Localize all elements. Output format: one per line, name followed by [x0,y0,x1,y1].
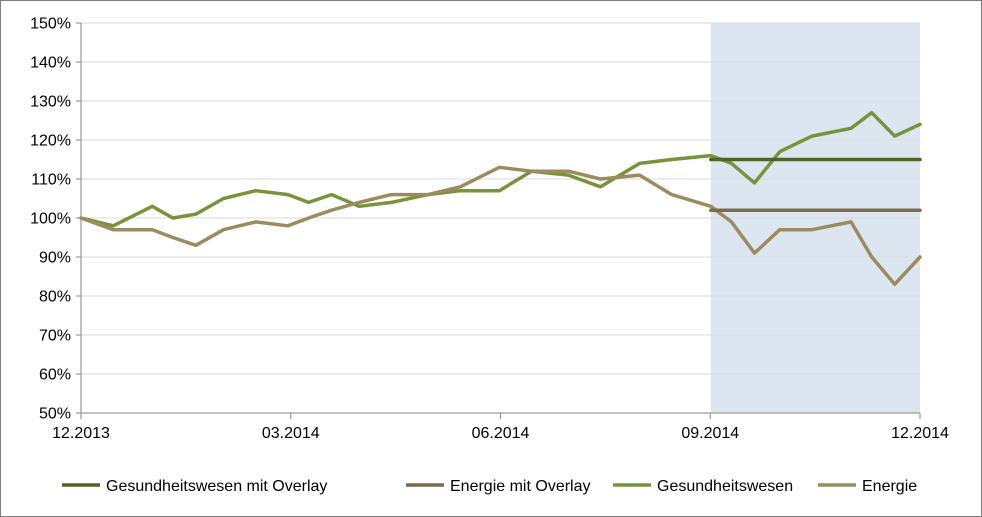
x-tick-label: 06.2014 [472,425,530,442]
x-tick-label: 12.2013 [52,425,110,442]
x-tick-label: 03.2014 [262,425,320,442]
y-tick-label: 50% [39,406,71,423]
y-tick-label: 80% [39,289,71,306]
x-tick-label: 09.2014 [681,425,739,442]
legend-label: Energie [862,478,917,495]
y-tick-label: 110% [31,172,71,189]
legend-label: Gesundheitswesen mit Overlay [106,478,327,495]
y-tick-label: 100% [30,211,71,228]
y-tick-label: 90% [39,250,71,267]
y-tick-label: 120% [30,133,71,150]
y-tick-label: 140% [30,55,71,72]
y-tick-label: 70% [39,328,71,345]
legend: Gesundheitswesen mit Overlay Energie mit … [62,478,917,495]
series-line-gesundheitswesen [79,110,922,228]
series-layer [79,110,922,287]
y-tick-label: 150% [30,16,71,33]
axis-layer: 50% 60% 70% 80% 90% 100% 110% 120% 130% 140% 150% 1… [30,16,949,443]
gridline-layer [81,22,920,414]
legend-label: Energie mit Overlay [450,478,591,495]
y-tick-label: 130% [30,94,71,111]
y-tick-label: 60% [39,367,71,384]
series-line-energie [79,165,922,287]
x-tick-label: 12.2014 [891,425,949,442]
legend-label: Gesundheitswesen [657,478,793,495]
